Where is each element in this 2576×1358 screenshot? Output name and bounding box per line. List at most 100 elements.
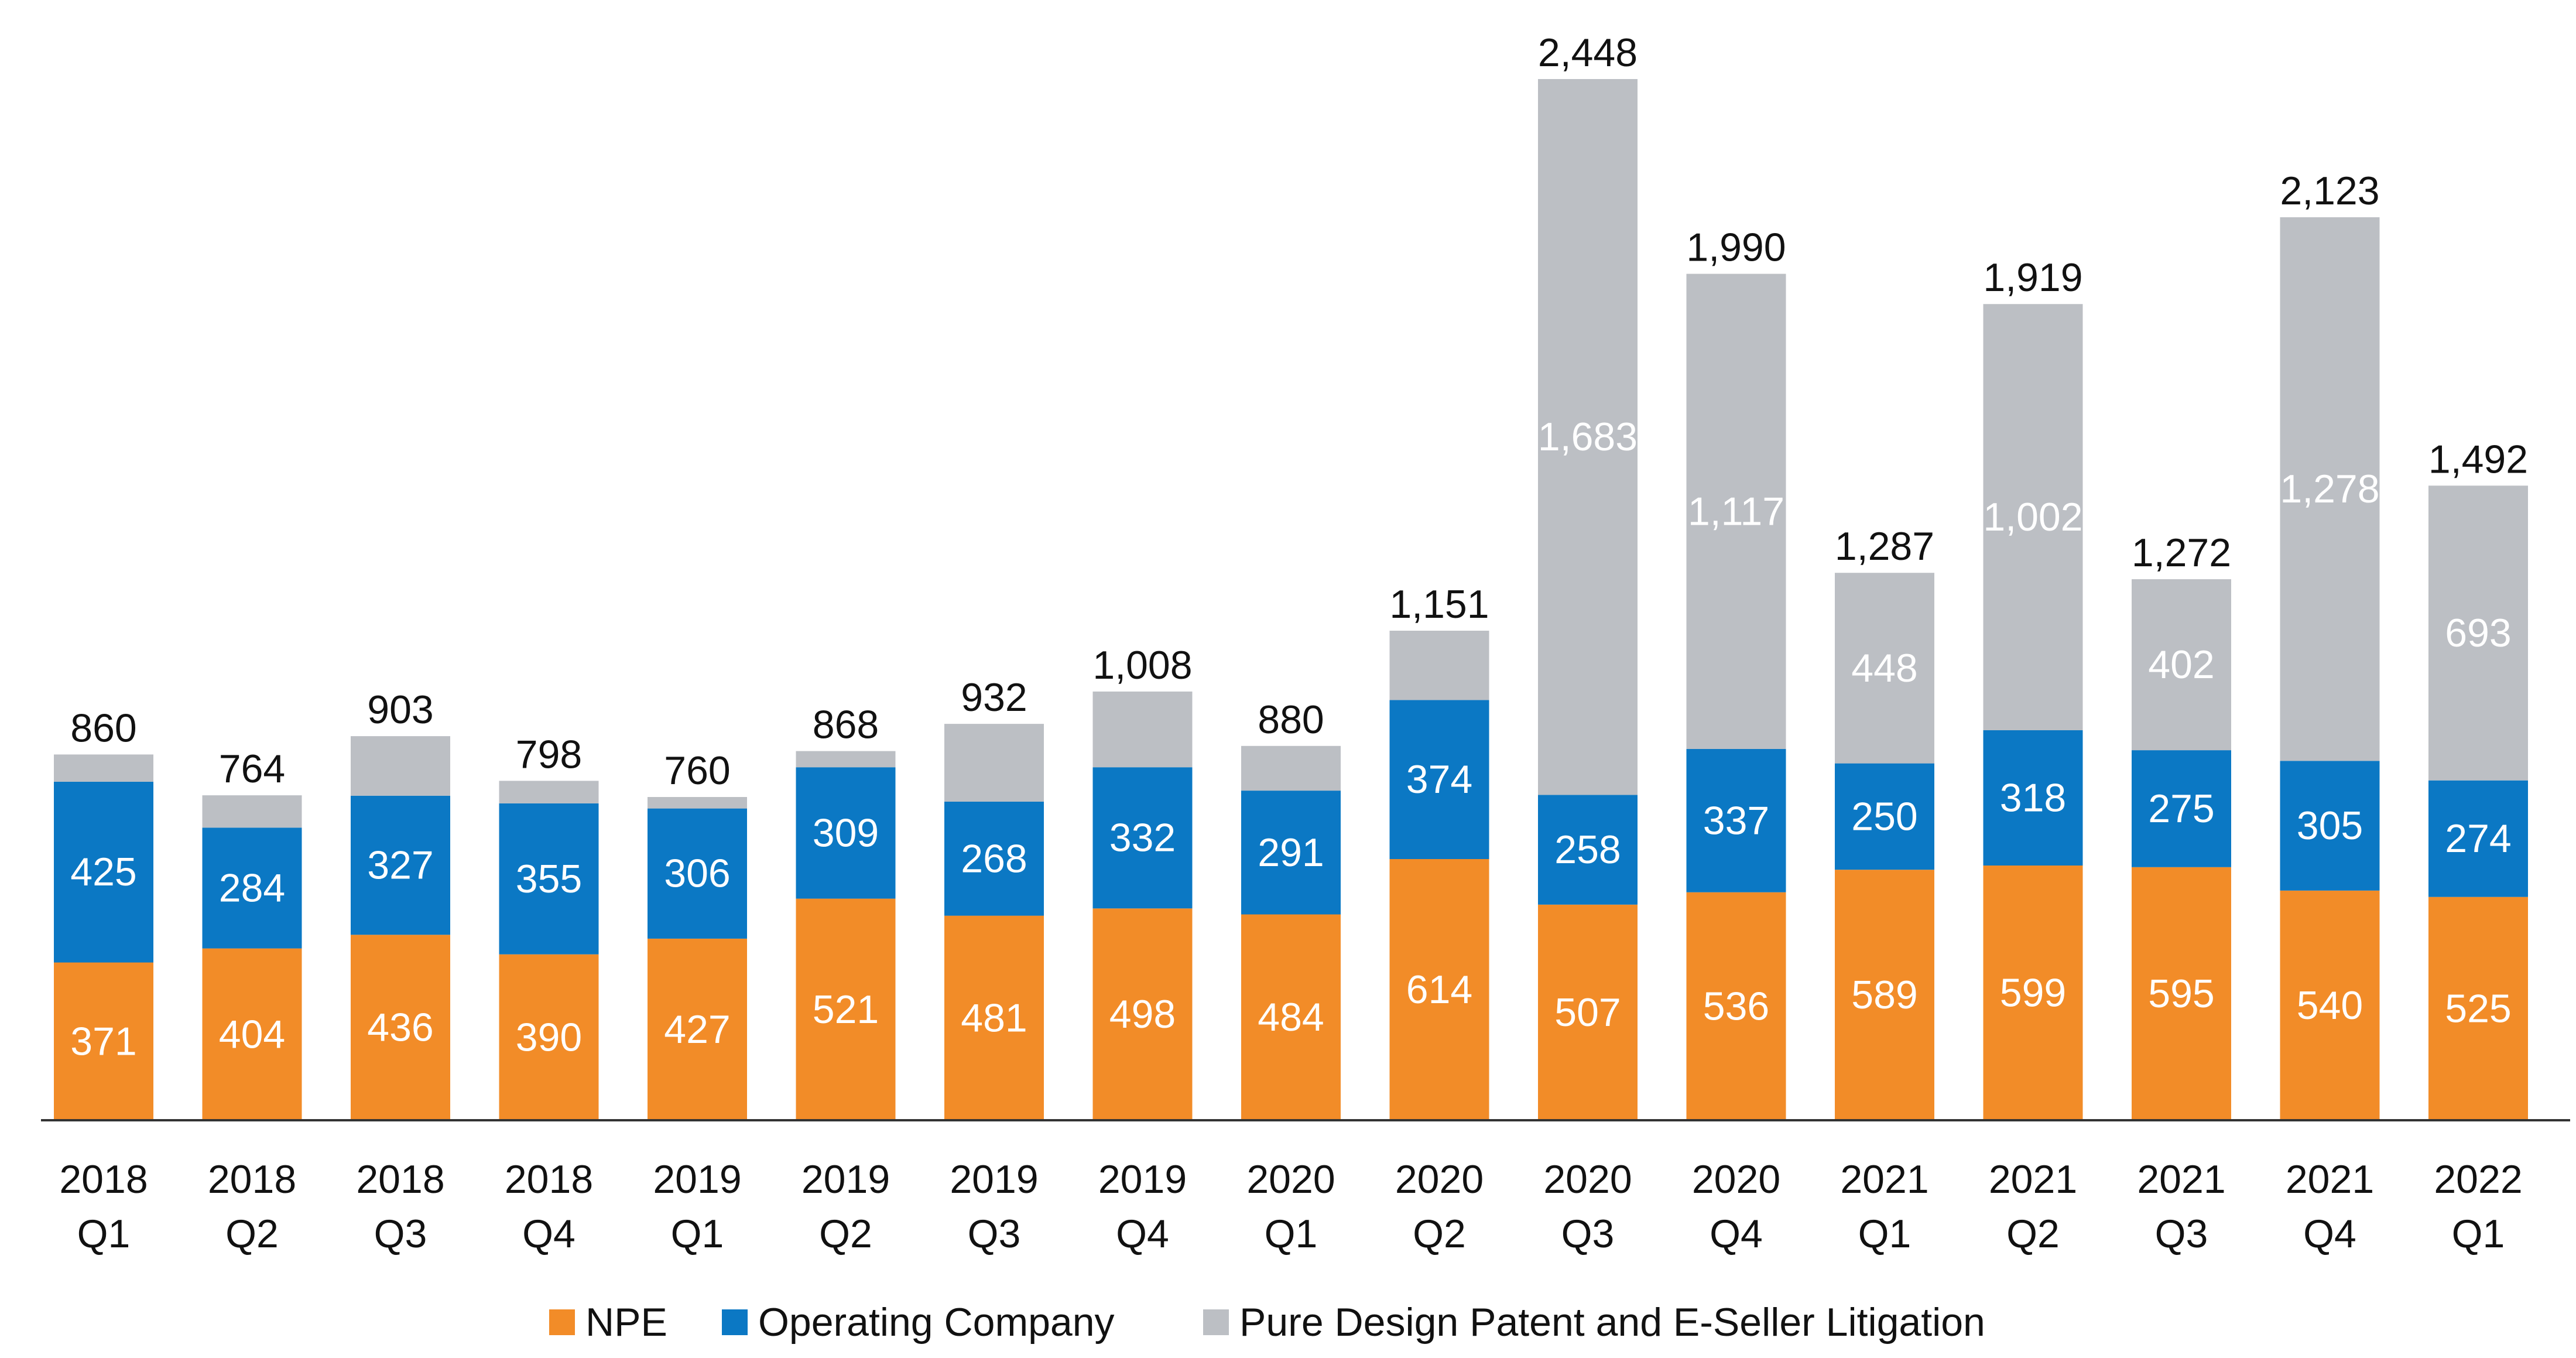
x-tick-quarter-label: Q4 [1710,1212,1763,1256]
x-tick-year-label: 2019 [1098,1157,1187,1202]
x-tick-year-label: 2018 [356,1157,444,1202]
bar-total-label: 1,287 [1835,524,1934,569]
bar-total-label: 903 [367,687,433,732]
bar-stack-2019-q1 [648,797,747,1120]
bar-stack-2018-q2 [203,795,302,1120]
segment-value-label: 332 [1109,816,1176,860]
bar-total-label: 1,151 [1389,582,1489,627]
segment-value-label: 318 [2000,776,2066,820]
bar-stack-2019-q3 [944,724,1044,1120]
bar-segment-pure-design-patent-and-e-seller-litigation [648,797,747,809]
bar-stack-2020-q1 [1241,746,1341,1120]
x-tick-year-label: 2018 [59,1157,148,1202]
bar-segment-pure-design-patent-and-e-seller-litigation [1390,631,1489,700]
segment-value-label: 275 [2148,786,2214,831]
segment-value-label: 268 [961,836,1027,881]
segment-value-label: 1,002 [1983,495,2082,539]
bar-segment-pure-design-patent-and-e-seller-litigation [351,736,450,796]
legend-item-pure-design-patent-and-e-seller-litigation: Pure Design Patent and E-Seller Litigati… [1203,1300,1985,1345]
x-tick-quarter-label: Q3 [968,1212,1021,1256]
segment-value-label: 404 [219,1012,285,1056]
bar-total-label: 1,272 [2132,531,2231,575]
x-tick-quarter-label: Q1 [77,1212,131,1256]
x-tick-year-label: 2022 [2434,1157,2522,1202]
bar-segment-pure-design-patent-and-e-seller-litigation [796,751,896,768]
chart-container: 3714254042844363273903554273065213094812… [0,0,2576,1358]
x-tick-quarter-label: Q2 [2006,1212,2060,1256]
segment-value-label: 425 [70,850,136,894]
x-tick-quarter-label: Q2 [819,1212,872,1256]
segment-value-label: 258 [1554,827,1621,872]
bar-total-label: 798 [516,732,582,777]
x-tick-quarter-label: Q4 [522,1212,576,1256]
segment-value-label: 305 [2297,803,2363,848]
x-tick-year-label: 2019 [950,1157,1038,1202]
segment-value-label: 371 [70,1019,136,1063]
segment-value-label: 589 [1851,973,1917,1017]
bar-total-label: 2,123 [2280,169,2379,213]
x-tick-quarter-label: Q1 [2452,1212,2505,1256]
segment-value-label: 436 [367,1005,433,1050]
x-tick-quarter-label: Q1 [1265,1212,1318,1256]
bars-layer [54,79,2528,1120]
x-axis-tick-labels: 2018Q12018Q22018Q32018Q42019Q12019Q22019… [59,1157,2522,1256]
segment-value-label: 355 [516,857,582,901]
segment-value-label: 599 [2000,971,2066,1015]
legend-label: NPE [585,1300,667,1345]
segment-value-label: 250 [1851,794,1917,839]
x-tick-year-label: 2019 [653,1157,741,1202]
bar-total-label: 1,492 [2428,437,2528,481]
legend-item-npe: NPE [549,1300,667,1345]
bar-stack-2018-q4 [499,781,599,1120]
segment-value-label: 1,683 [1538,415,1638,459]
x-tick-quarter-label: Q3 [1561,1212,1615,1256]
bar-segment-pure-design-patent-and-e-seller-litigation [203,795,302,827]
segment-value-label: 427 [664,1007,730,1052]
bar-total-label: 1,919 [1983,255,2082,300]
bar-stack-2019-q4 [1093,692,1193,1120]
x-tick-quarter-label: Q1 [671,1212,724,1256]
segment-value-label: 374 [1406,757,1472,802]
bar-total-label: 2,448 [1538,30,1638,75]
x-tick-year-label: 2020 [1692,1157,1780,1202]
bar-segment-pure-design-patent-and-e-seller-litigation [1093,692,1193,767]
segment-value-label: 507 [1554,990,1621,1035]
bar-stack-2020-q3 [1538,79,1638,1120]
segment-value-label: 390 [516,1015,582,1059]
bar-total-label: 880 [1258,697,1324,742]
bar-stack-2018-q3 [351,736,450,1120]
legend-swatch [549,1309,575,1335]
segment-value-label: 521 [813,987,879,1032]
bar-total-label: 860 [70,706,136,750]
x-tick-year-label: 2021 [2137,1157,2225,1202]
bar-total-label: 932 [961,675,1027,720]
segment-value-label: 484 [1258,995,1324,1039]
bar-total-label: 1,990 [1686,225,1786,270]
segment-value-label: 274 [2445,816,2511,861]
legend-item-operating-company: Operating Company [722,1300,1115,1345]
bar-total-label: 764 [219,747,285,791]
segment-value-label: 498 [1109,992,1176,1037]
x-tick-year-label: 2021 [2286,1157,2374,1202]
x-tick-year-label: 2020 [1395,1157,1484,1202]
segment-value-label: 337 [1703,798,1769,843]
legend-label: Pure Design Patent and E-Seller Litigati… [1239,1300,1985,1345]
segment-value-label: 1,278 [2280,467,2379,511]
segment-value-label: 525 [2445,986,2511,1031]
segment-value-label: 614 [1406,967,1472,1012]
segment-value-label: 327 [367,843,433,888]
x-tick-year-label: 2020 [1246,1157,1335,1202]
x-tick-quarter-label: Q4 [1116,1212,1169,1256]
segment-value-label: 309 [813,810,879,855]
x-tick-quarter-label: Q1 [1858,1212,1912,1256]
segment-value-label: 536 [1703,984,1769,1028]
bar-segment-pure-design-patent-and-e-seller-litigation [499,781,599,803]
bar-stack-2019-q2 [796,751,896,1120]
bar-total-label: 1,008 [1092,643,1192,687]
segment-value-label: 284 [219,866,285,910]
segment-value-label: 448 [1851,646,1917,690]
bar-stack-2018-q1 [54,754,153,1120]
x-tick-quarter-label: Q2 [225,1212,279,1256]
x-tick-year-label: 2021 [1989,1157,2077,1202]
segment-value-label: 595 [2148,972,2214,1016]
